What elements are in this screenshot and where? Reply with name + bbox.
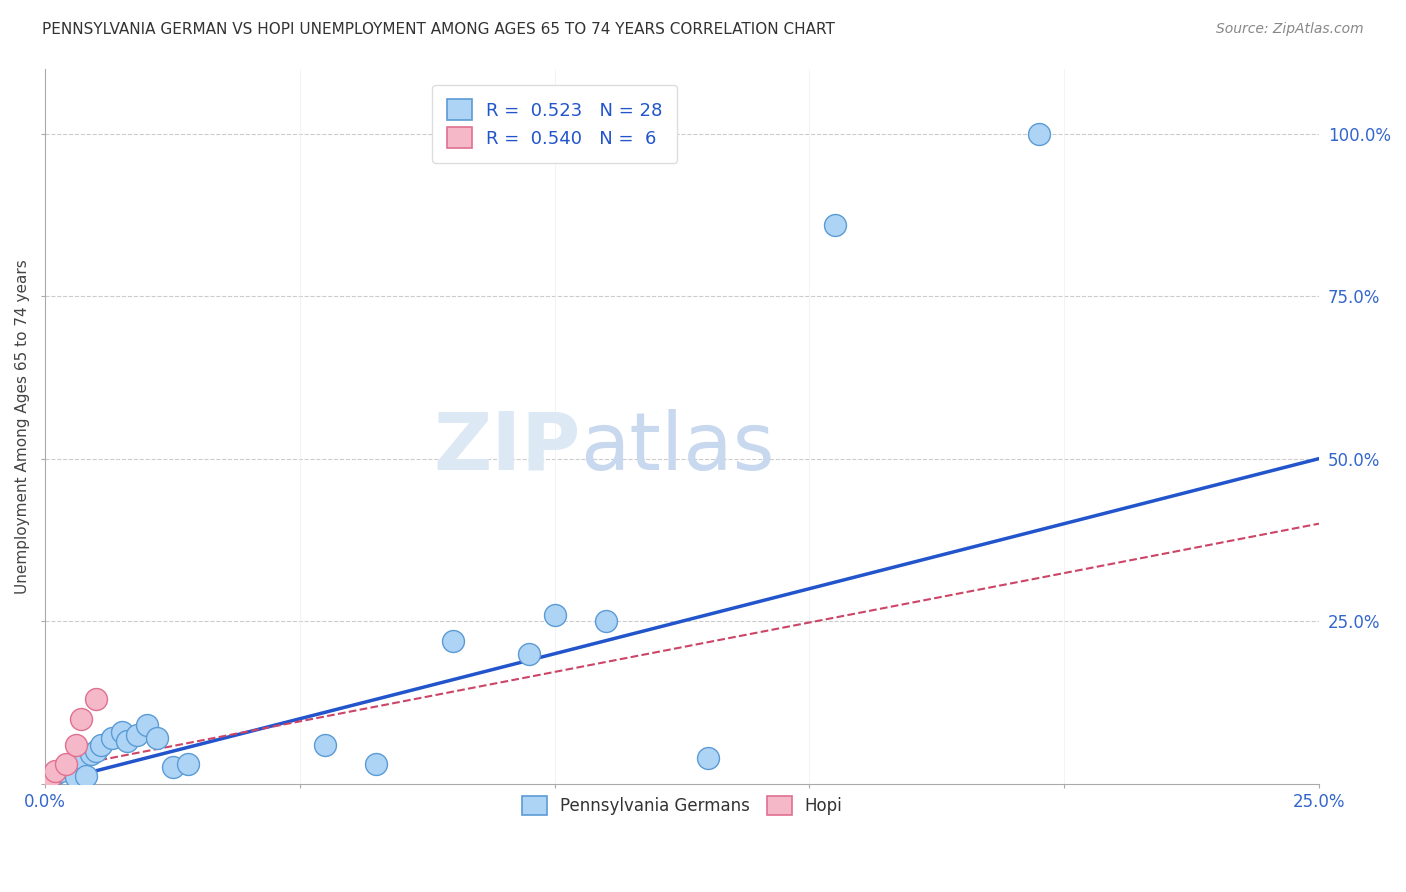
- Point: [44, 764, 66, 778]
- Point: [517, 647, 540, 661]
- Text: Source: ZipAtlas.com: Source: ZipAtlas.com: [1216, 22, 1364, 37]
- Point: [441, 633, 464, 648]
- Point: [1028, 127, 1050, 141]
- Point: [696, 750, 718, 764]
- Point: [44, 767, 66, 781]
- Point: [59, 757, 82, 772]
- Point: [366, 757, 388, 772]
- Point: [84, 744, 107, 758]
- Text: atlas: atlas: [581, 409, 775, 486]
- Point: [75, 769, 97, 783]
- Point: [80, 747, 103, 762]
- Point: [39, 770, 62, 784]
- Point: [55, 757, 77, 772]
- Text: PENNSYLVANIA GERMAN VS HOPI UNEMPLOYMENT AMONG AGES 65 TO 74 YEARS CORRELATION C: PENNSYLVANIA GERMAN VS HOPI UNEMPLOYMENT…: [42, 22, 835, 37]
- Point: [70, 750, 93, 764]
- Text: ZIP: ZIP: [433, 409, 581, 486]
- Point: [90, 738, 112, 752]
- Point: [65, 770, 87, 784]
- Point: [824, 218, 846, 232]
- Point: [162, 760, 184, 774]
- Point: [70, 712, 93, 726]
- Point: [84, 692, 107, 706]
- Point: [111, 724, 134, 739]
- Y-axis label: Unemployment Among Ages 65 to 74 years: Unemployment Among Ages 65 to 74 years: [15, 259, 30, 593]
- Point: [39, 770, 62, 784]
- Point: [100, 731, 122, 746]
- Point: [125, 728, 148, 742]
- Point: [115, 734, 138, 748]
- Point: [544, 607, 567, 622]
- Point: [146, 731, 169, 746]
- Point: [177, 757, 200, 772]
- Point: [49, 764, 72, 778]
- Point: [65, 738, 87, 752]
- Point: [595, 614, 617, 628]
- Point: [136, 718, 159, 732]
- Legend: Pennsylvania Germans, Hopi: Pennsylvania Germans, Hopi: [512, 786, 852, 825]
- Point: [315, 738, 337, 752]
- Point: [55, 760, 77, 774]
